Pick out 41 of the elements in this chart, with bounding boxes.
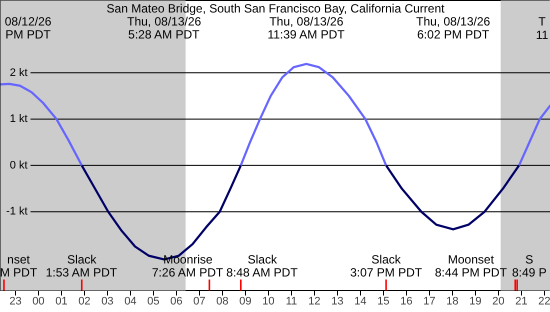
x-tick-label: 14	[354, 296, 367, 308]
x-tick-label: 05	[147, 296, 160, 308]
x-tick-label: 22	[538, 296, 550, 308]
x-tick-label: 06	[170, 296, 183, 308]
x-tick-label: 15	[377, 296, 390, 308]
x-tick-label: 01	[55, 296, 68, 308]
annotation: Moonrise 7:26 AM PDT	[152, 252, 224, 280]
x-tick-label: 00	[32, 296, 45, 308]
x-tick-label: 02	[78, 296, 91, 308]
x-tick-label: 13	[331, 296, 344, 308]
x-tick-label: 09	[239, 296, 252, 308]
x-tick-label: 21	[515, 296, 528, 308]
x-tick-label: 18	[446, 296, 459, 308]
x-tick-label: 11	[286, 296, 298, 308]
x-tick-label: 07	[193, 296, 206, 308]
annotation: Moonset 8:44 PM PDT	[434, 252, 508, 280]
annotation: Slack 8:48 AM PDT	[226, 252, 298, 280]
annotation: Slack 3:07 PM PDT	[350, 252, 423, 280]
x-tick-label: 16	[400, 296, 413, 308]
annotation: nset M PDT	[0, 252, 38, 280]
x-tick-label: 19	[469, 296, 482, 308]
x-tick-label: 23	[9, 296, 22, 308]
x-tick-label: 17	[423, 296, 436, 308]
annotation: Thu, 08/13/26 5:28 AM PDT	[127, 14, 202, 42]
x-tick-label: 08	[216, 296, 229, 308]
chart-title: San Mateo Bridge, South San Francisco Bay, California Current	[106, 2, 446, 16]
annotation: Slack 1:53 AM PDT	[46, 252, 118, 280]
x-tick-label: 03	[101, 296, 114, 308]
annotation: T 11	[536, 14, 549, 42]
annotation: S 8:49 P	[512, 252, 547, 280]
x-tick-label: 10	[262, 296, 275, 308]
annotation: 08/12/26 PM PDT	[4, 14, 52, 42]
x-tick-label: 20	[492, 296, 505, 308]
y-tick-label: 1 kt	[10, 113, 28, 126]
y-tick-label: 0 kt	[10, 159, 28, 172]
x-tick-label: 04	[124, 296, 137, 308]
y-tick-label: -1 kt	[6, 206, 28, 218]
x-tick-label: 12	[308, 296, 321, 308]
annotation: Thu, 08/13/26 11:39 AM PDT	[267, 14, 346, 42]
y-tick-label: 2 kt	[10, 66, 28, 79]
annotation: Thu, 08/13/26 6:02 PM PDT	[416, 14, 491, 42]
